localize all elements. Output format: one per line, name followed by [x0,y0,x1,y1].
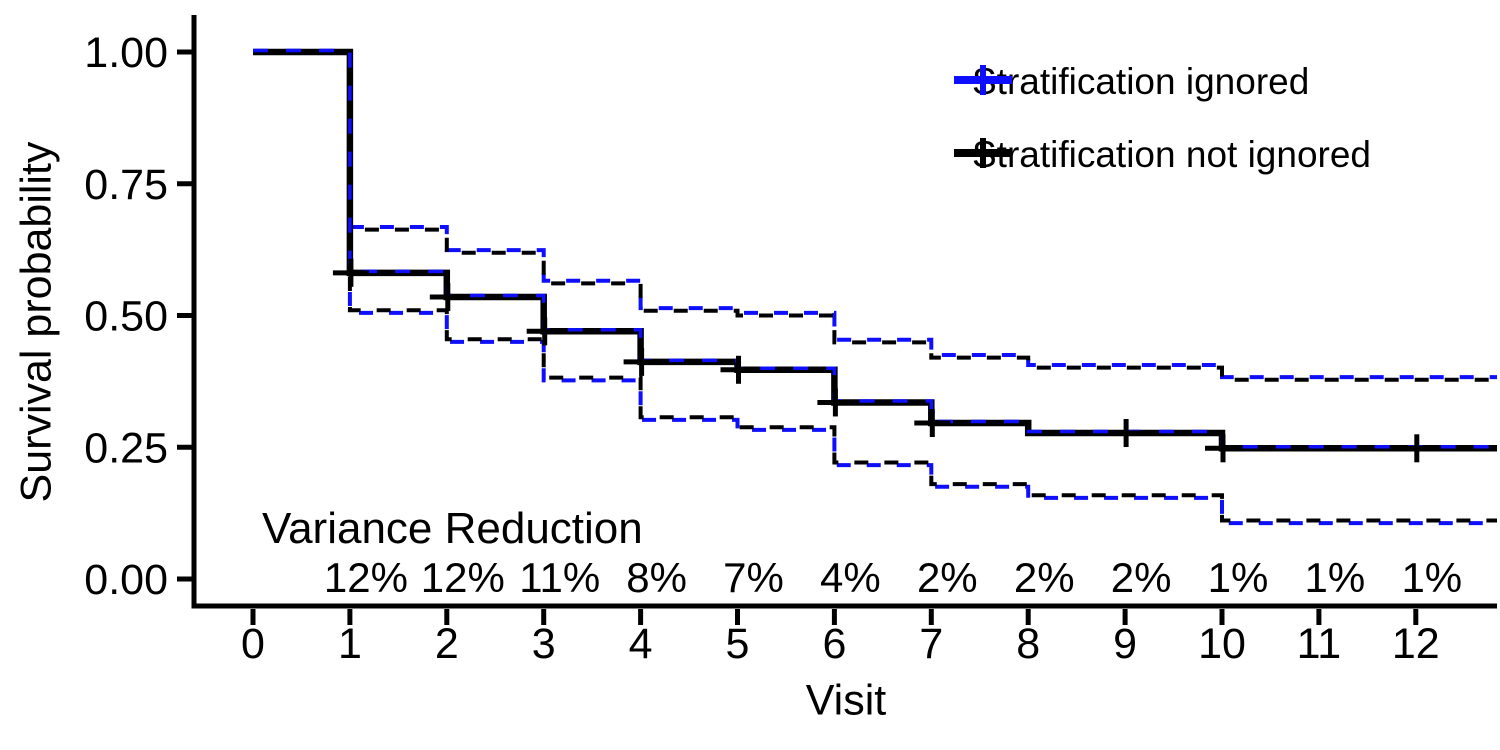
x-axis-title: Visit [805,676,887,725]
km-line-ignored-wrap [253,48,1497,449]
censor-plus-icon [1398,434,1435,463]
x-tick-label: 9 [1113,620,1137,668]
lower-ci-not-ignored [347,52,1497,523]
y-tick-label: 0.00 [84,556,168,604]
variance-reduction-value: 1% [1401,554,1462,601]
lower-ci-ignored [347,52,1497,526]
x-tick-label: 12 [1392,620,1440,668]
censor-plus-icon [623,347,660,376]
x-tick-label: 5 [726,620,750,668]
censor-plus-icon [1205,434,1241,463]
censor-plus-icon [332,258,369,287]
legend-entry-ignored: Stratification ignored [952,61,1309,103]
legend-entry-not-ignored: Stratification not ignored [952,134,1371,176]
censor-plus-icon [429,283,466,312]
y-axis-title: Survival probability [12,141,61,503]
x-tick-label: 3 [532,620,556,668]
x-tick-label: 10 [1198,620,1246,668]
censor-plus-icon [914,409,951,438]
y-tick-label: 0.25 [84,424,168,472]
y-tick-label: 1.00 [84,29,168,77]
axes [191,15,1497,609]
x-tick-label: 7 [919,620,943,668]
variance-reduction-value: 8% [626,554,687,601]
censor-plus-icon [1108,419,1145,448]
y-tick-label: 0.50 [84,293,168,341]
variance-reduction-value: 1% [1208,554,1269,601]
survival-step-lines [253,48,1497,452]
axis-tick-labels: 0.000.250.500.751.000 1 2 3 4 5 6 7 8 9 10 11 12 [84,29,1439,668]
y-tick-label: 0.75 [84,161,168,209]
variance-reduction-label: Variance Reduction [262,504,643,553]
x-tick-label: 8 [1016,620,1040,668]
x-tick-label: 1 [338,620,362,668]
upper-ci-not-ignored [349,227,1497,382]
variance-reduction-value: 12% [324,554,408,601]
upper-ci-ignored [349,224,1497,380]
legend-label-ignored: Stratification ignored [972,61,1310,102]
axis-ticks [177,49,1419,625]
legend-key-ignored-icon [954,65,1012,95]
variance-reduction-value: 11% [519,554,600,601]
x-tick-label: 4 [629,620,653,668]
variance-reduction-value: 7% [723,554,784,601]
censor-plus-icon [526,317,563,346]
censor-plus-icon [720,355,757,384]
variance-reduction-value: 12% [421,554,505,601]
x-tick-label: 2 [435,620,459,668]
censor-marks [332,258,1435,463]
variance-reduction-value: 2% [917,554,978,601]
confidence-bands [347,52,1497,526]
km-line-not-ignored [253,48,1497,452]
variance-reduction-value: 2% [1014,554,1075,601]
censor-plus-icon [817,388,854,417]
variance-reduction-value: 4% [820,554,881,601]
x-tick-label: 11 [1297,620,1342,668]
x-tick-label: 0 [241,620,265,668]
x-tick-label: 6 [822,620,846,668]
legend-key-not-ignored-icon [954,138,1012,168]
km-line-ignored [253,48,1497,449]
variance-reduction-value: 1% [1305,554,1366,601]
variance-reduction-value: 2% [1111,554,1172,601]
legend-label-not-ignored: Stratification not ignored [972,134,1372,175]
